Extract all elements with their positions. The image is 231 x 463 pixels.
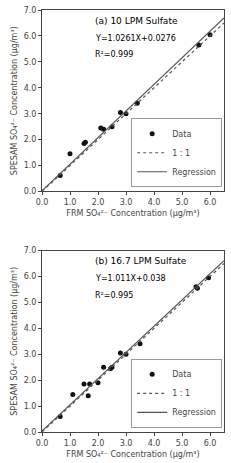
svg-text:6.0: 6.0 bbox=[204, 439, 217, 448]
svg-text:Y=1.011X+0.038: Y=1.011X+0.038 bbox=[95, 274, 166, 283]
svg-text:R²=0.999: R²=0.999 bbox=[95, 50, 133, 59]
svg-text:5.0: 5.0 bbox=[176, 439, 189, 448]
svg-text:6.0: 6.0 bbox=[204, 198, 217, 207]
svg-text:4.0: 4.0 bbox=[24, 324, 37, 333]
svg-text:Data: Data bbox=[172, 370, 191, 379]
svg-text:5.0: 5.0 bbox=[24, 58, 37, 67]
svg-text:5.0: 5.0 bbox=[24, 298, 37, 307]
svg-text:0.0: 0.0 bbox=[36, 198, 49, 207]
svg-text:2.0: 2.0 bbox=[24, 376, 37, 385]
svg-text:2.0: 2.0 bbox=[92, 439, 105, 448]
svg-text:Data: Data bbox=[172, 130, 191, 139]
svg-text:2.0: 2.0 bbox=[24, 135, 37, 144]
svg-text:SPESAM SO₄²⁻ Concentration (μg: SPESAM SO₄²⁻ Concentration (μg/m³) bbox=[10, 267, 19, 416]
svg-text:0.0: 0.0 bbox=[24, 428, 37, 437]
svg-text:R²=0.995: R²=0.995 bbox=[95, 291, 133, 300]
svg-text:1.0: 1.0 bbox=[24, 161, 37, 170]
svg-text:7.0: 7.0 bbox=[24, 246, 37, 255]
svg-text:7.0: 7.0 bbox=[24, 6, 37, 15]
svg-text:FRM SO₄²⁻ Concentration (μg/m³: FRM SO₄²⁻ Concentration (μg/m³) bbox=[66, 450, 199, 459]
svg-text:3.0: 3.0 bbox=[24, 109, 37, 118]
svg-text:1.0: 1.0 bbox=[64, 439, 77, 448]
svg-text:4.0: 4.0 bbox=[148, 198, 161, 207]
svg-text:6.0: 6.0 bbox=[24, 32, 37, 41]
svg-text:2.0: 2.0 bbox=[92, 198, 105, 207]
svg-text:1 : 1: 1 : 1 bbox=[172, 149, 190, 158]
svg-text:Y=1.0261X+0.0276: Y=1.0261X+0.0276 bbox=[95, 34, 176, 43]
svg-text:5.0: 5.0 bbox=[176, 198, 189, 207]
svg-text:3.0: 3.0 bbox=[24, 350, 37, 359]
svg-text:1.0: 1.0 bbox=[24, 402, 37, 411]
svg-text:4.0: 4.0 bbox=[148, 439, 161, 448]
svg-text:6.0: 6.0 bbox=[24, 272, 37, 281]
svg-text:4.0: 4.0 bbox=[24, 84, 37, 93]
svg-text:SPESAM SO₄²⁻ Concentration (μg: SPESAM SO₄²⁻ Concentration (μg/m³) bbox=[10, 26, 19, 175]
svg-text:0.0: 0.0 bbox=[24, 187, 37, 196]
svg-text:Regression: Regression bbox=[172, 408, 216, 417]
svg-text:Regression: Regression bbox=[172, 168, 216, 177]
svg-text:FRM SO₄²⁻ Concentration (μg/m³: FRM SO₄²⁻ Concentration (μg/m³) bbox=[66, 209, 199, 218]
svg-text:1 : 1: 1 : 1 bbox=[172, 389, 190, 398]
svg-text:3.0: 3.0 bbox=[120, 439, 133, 448]
svg-text:(a) 10 LPM Sulfate: (a) 10 LPM Sulfate bbox=[95, 16, 178, 26]
svg-text:3.0: 3.0 bbox=[120, 198, 133, 207]
svg-text:1.0: 1.0 bbox=[64, 198, 77, 207]
svg-text:0.0: 0.0 bbox=[36, 439, 49, 448]
svg-text:(b) 16.7 LPM Sulfate: (b) 16.7 LPM Sulfate bbox=[95, 256, 187, 266]
